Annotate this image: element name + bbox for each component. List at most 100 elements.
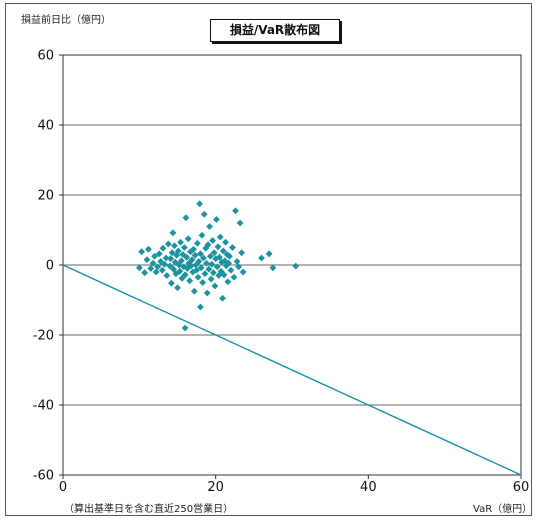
data-point	[159, 244, 167, 252]
data-point	[180, 263, 188, 271]
data-point	[154, 263, 162, 271]
data-point	[227, 266, 235, 274]
data-point	[200, 254, 207, 262]
y-tick-label: -60	[33, 469, 54, 484]
data-point	[166, 262, 174, 270]
data-point	[219, 247, 227, 255]
data-point	[169, 229, 177, 237]
data-point	[225, 259, 233, 267]
data-point	[239, 268, 247, 276]
data-point	[232, 207, 239, 215]
data-point	[143, 256, 151, 264]
data-point	[189, 268, 197, 276]
data-point	[135, 264, 143, 272]
data-point	[212, 255, 220, 263]
data-point	[155, 250, 163, 258]
data-point	[187, 262, 195, 270]
data-point	[218, 258, 226, 266]
data-point	[197, 303, 204, 311]
x-axis-note: （算出基準日を含む直近250営業日）	[64, 504, 234, 515]
data-point	[196, 200, 204, 208]
data-point	[176, 267, 184, 275]
data-point	[221, 257, 229, 265]
data-point	[208, 260, 216, 268]
data-point	[198, 231, 206, 239]
chart-title: 損益/VaR散布図	[210, 19, 340, 42]
x-axis-label: VaR（億円）	[473, 504, 533, 515]
data-point	[163, 272, 171, 279]
data-point	[145, 245, 152, 253]
y-tick-label: -20	[33, 329, 54, 344]
data-point	[269, 264, 277, 272]
data-point	[216, 253, 223, 261]
data-point	[206, 223, 213, 230]
data-point	[215, 272, 223, 279]
y-tick-label: 20	[37, 189, 54, 204]
data-point	[265, 250, 273, 258]
reference-line	[62, 264, 522, 476]
data-point	[170, 265, 178, 273]
data-point	[138, 248, 146, 256]
data-point	[152, 268, 160, 276]
data-point	[197, 250, 204, 258]
data-point	[175, 261, 183, 269]
data-point	[180, 244, 188, 251]
data-point	[292, 262, 300, 270]
data-point	[167, 255, 175, 263]
data-point	[197, 264, 205, 272]
data-point	[174, 284, 181, 292]
data-point	[219, 294, 226, 302]
data-point	[204, 241, 212, 249]
y-tick-label: 40	[37, 119, 54, 134]
data-point	[184, 235, 192, 243]
data-point	[185, 259, 193, 267]
data-point	[157, 258, 165, 265]
data-point	[174, 247, 182, 255]
data-point	[200, 210, 208, 218]
data-point	[229, 244, 236, 251]
data-point	[214, 243, 222, 251]
data-point	[211, 282, 219, 290]
data-point	[164, 240, 172, 248]
data-point	[177, 238, 184, 246]
data-point	[182, 214, 190, 222]
data-point	[181, 271, 189, 279]
data-point	[168, 249, 176, 257]
data-point	[206, 252, 214, 260]
data-point	[258, 254, 265, 262]
data-point	[188, 256, 196, 264]
x-tick-label: 40	[360, 480, 377, 495]
x-tick-label: 20	[207, 480, 224, 495]
data-point	[203, 259, 210, 267]
data-point	[205, 265, 213, 273]
data-point	[158, 266, 166, 274]
data-point	[235, 263, 242, 271]
x-tick-label: 60	[513, 480, 530, 495]
data-point	[162, 254, 170, 262]
data-point	[220, 271, 228, 279]
data-point	[179, 251, 187, 258]
data-point	[147, 265, 155, 272]
data-point	[203, 289, 211, 297]
x-tick-label: 0	[59, 480, 67, 495]
data-point	[213, 216, 220, 223]
data-point	[207, 275, 215, 283]
data-point	[181, 324, 189, 332]
data-point	[199, 279, 207, 286]
data-point	[190, 287, 198, 295]
data-point	[210, 249, 218, 257]
data-point	[209, 269, 217, 277]
data-point	[141, 269, 149, 277]
data-point	[151, 252, 158, 260]
data-point	[209, 237, 217, 244]
data-point	[172, 270, 180, 278]
data-point	[191, 251, 199, 259]
data-point	[233, 258, 241, 265]
data-point	[238, 249, 246, 257]
data-point	[177, 257, 185, 265]
data-point	[149, 259, 157, 267]
y-tick-label: -40	[33, 399, 54, 414]
data-point	[167, 279, 175, 287]
data-point	[226, 252, 233, 260]
